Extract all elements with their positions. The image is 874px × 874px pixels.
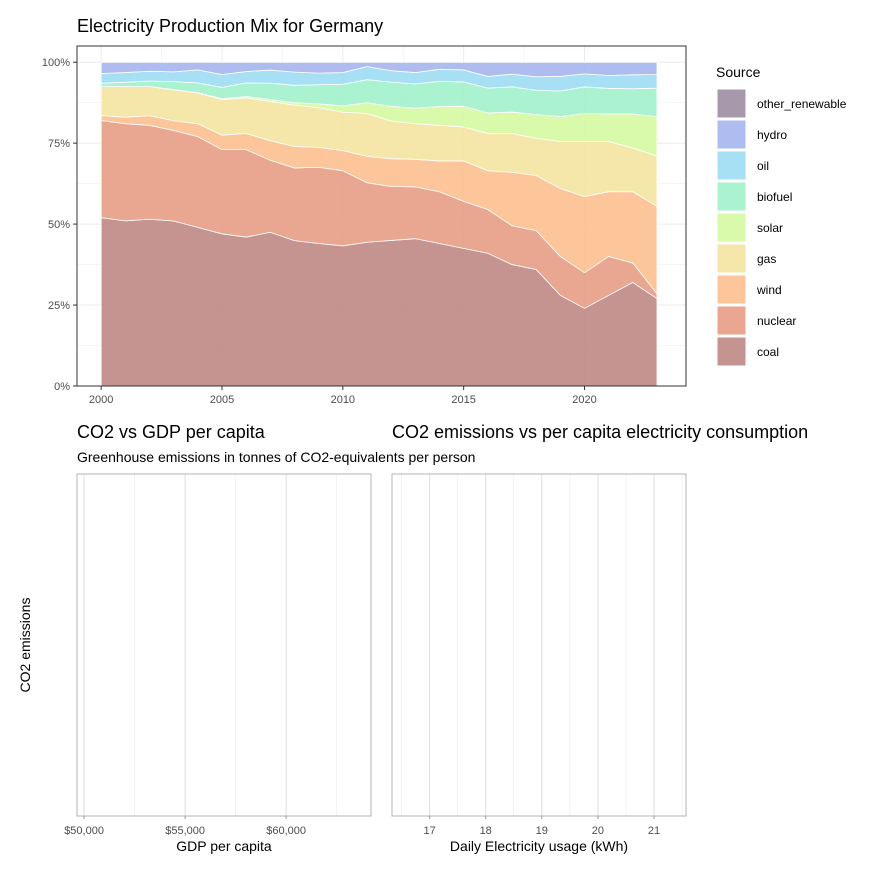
legend-key-oil (716, 150, 747, 181)
co2-gdp-subtitle: Greenhouse emissions in tonnes of CO2-eq… (77, 449, 475, 465)
co2-electricity-panel (392, 474, 686, 816)
legend-label-coal: coal (757, 345, 779, 359)
x-tick-label: $60,000 (266, 825, 306, 837)
energy-mix-title: Electricity Production Mix for Germany (77, 16, 383, 36)
legend-key-hydro (716, 119, 747, 150)
energy-mix-y-axis: 0% 25% 50% 75% 100% (42, 57, 77, 393)
y-tick-label: 75% (48, 138, 70, 150)
co2-gdp-x-axis: $50,000 $55,000 $60,000 (64, 816, 306, 837)
x-tick-label: $50,000 (64, 825, 104, 837)
co2-electricity-x-axis: 17 18 19 20 21 (423, 816, 660, 837)
y-tick-label: 100% (42, 57, 70, 69)
legend-label-nuclear: nuclear (757, 314, 796, 328)
x-tick-label: 2020 (572, 394, 596, 406)
x-tick-label: 20 (592, 825, 604, 837)
legend-label-hydro: hydro (757, 128, 787, 142)
energy-mix-chart: Electricity Production Mix for Germany 0… (42, 16, 847, 406)
energy-mix-panel-border (76, 45, 687, 387)
co2-gdp-chart: CO2 vs GDP per capita Greenhouse emissio… (64, 422, 475, 854)
x-tick-label: 2015 (451, 394, 475, 406)
energy-mix-areas (100, 61, 658, 387)
legend-key-coal (716, 336, 747, 367)
co2-electricity-chart: CO2 emissions vs per capita electricity … (391, 422, 808, 854)
y-tick-label: 50% (48, 219, 70, 231)
legend-key-wind (716, 274, 747, 305)
legend-key-nuclear (716, 305, 747, 336)
co2-gdp-gridlines (83, 474, 337, 816)
x-tick-label: $55,000 (165, 825, 205, 837)
y-tick-label: 25% (48, 300, 70, 312)
energy-mix-x-axis: 2000 2005 2010 2015 2020 (89, 386, 597, 406)
x-tick-label: 2000 (89, 394, 113, 406)
co2-gdp-panel (77, 474, 371, 816)
y-tick-label: 0% (54, 381, 70, 393)
legend-title: Source (716, 64, 761, 80)
legend-key-solar (716, 212, 747, 243)
co2-gdp-title: CO2 vs GDP per capita (77, 422, 266, 442)
co2-electricity-x-axis-label: Daily Electricity usage (kWh) (450, 838, 628, 854)
x-tick-label: 19 (536, 825, 548, 837)
legend-key-other-renewable (716, 88, 747, 119)
x-tick-label: 18 (480, 825, 492, 837)
legend-key-biofuel (716, 181, 747, 212)
co2-gdp-x-axis-label: GDP per capita (176, 838, 272, 854)
legend-label-other-renewable: other_renewable (757, 97, 847, 111)
legend-label-solar: solar (757, 221, 783, 235)
co2-gdp-panel-border (76, 473, 372, 817)
legend-label-gas: gas (757, 252, 776, 266)
legend-label-biofuel: biofuel (757, 190, 792, 204)
co2-electricity-title: CO2 emissions vs per capita electricity … (392, 422, 808, 442)
co2-electricity-gridlines (401, 474, 683, 816)
co2-y-axis-label: CO2 emissions (17, 598, 33, 693)
x-tick-label: 17 (423, 825, 435, 837)
legend-label-oil: oil (757, 159, 769, 173)
legend-label-wind: wind (756, 283, 782, 297)
x-tick-label: 2010 (331, 394, 355, 406)
legend-key-gas (716, 243, 747, 274)
co2-electricity-panel-border (391, 473, 687, 817)
x-tick-label: 2005 (210, 394, 234, 406)
x-tick-label: 21 (648, 825, 660, 837)
